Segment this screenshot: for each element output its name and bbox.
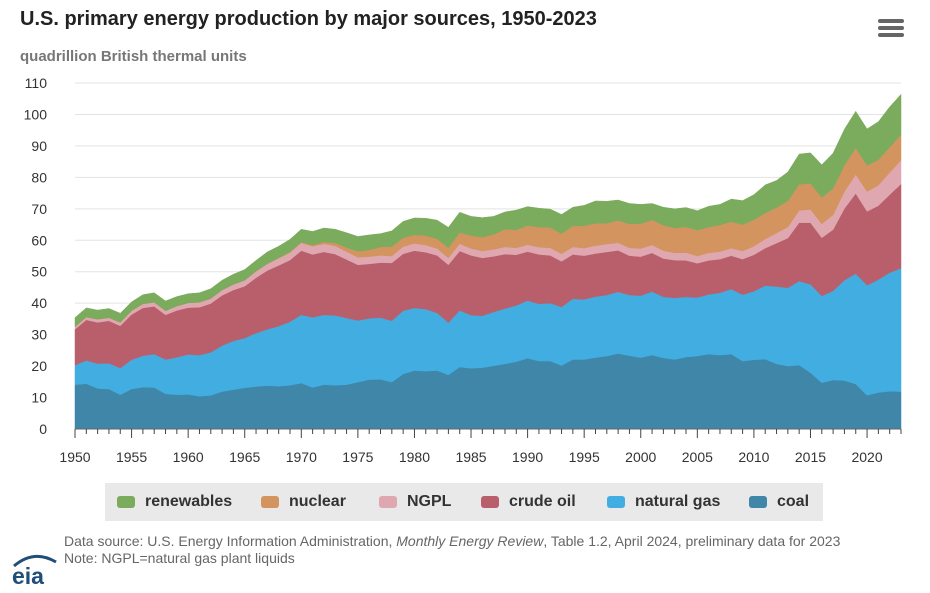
y-tick-label: 0 bbox=[39, 421, 47, 437]
y-tick-label: 80 bbox=[31, 169, 47, 185]
hamburger-menu-icon[interactable] bbox=[874, 16, 908, 44]
legend-item-crude-oil[interactable]: crude oil bbox=[481, 483, 576, 521]
legend-swatch-natural-gas bbox=[607, 496, 625, 508]
chart-footer: Data source: U.S. Energy Information Adm… bbox=[64, 533, 884, 567]
x-tick-label: 1990 bbox=[512, 449, 543, 465]
x-tick-label: 1950 bbox=[59, 449, 90, 465]
x-tick-label: 2010 bbox=[738, 449, 769, 465]
x-tick-label: 1975 bbox=[342, 449, 373, 465]
source-publication: Monthly Energy Review bbox=[396, 533, 544, 549]
legend-item-ngpl[interactable]: NGPL bbox=[379, 483, 451, 521]
legend-swatch-nuclear bbox=[261, 496, 279, 508]
legend-label: renewables bbox=[145, 493, 233, 510]
y-tick-label: 50 bbox=[31, 264, 47, 280]
stacked-area-chart: 0 10 20 30 40 50 60 70 80 90 100 110 1950 1955 1960 196… bbox=[24, 75, 902, 465]
logo-text: eia bbox=[12, 563, 44, 589]
legend-swatch-crude-oil bbox=[481, 496, 499, 508]
x-tick-label: 2020 bbox=[851, 449, 882, 465]
x-tick-label: 1955 bbox=[116, 449, 147, 465]
area-series-renewables bbox=[74, 93, 902, 328]
y-tick-label: 20 bbox=[31, 358, 47, 374]
x-tick-label: 1995 bbox=[569, 449, 600, 465]
legend-item-coal[interactable]: coal bbox=[749, 483, 809, 521]
legend-label: nuclear bbox=[289, 493, 346, 510]
x-tick-label: 2000 bbox=[625, 449, 656, 465]
legend-label: natural gas bbox=[635, 493, 721, 510]
y-tick-label: 70 bbox=[31, 201, 47, 217]
y-tick-label: 10 bbox=[31, 390, 47, 406]
chart-legend: renewables nuclear NGPL crude oil natura… bbox=[105, 483, 823, 521]
logo-arc-icon bbox=[13, 554, 57, 567]
data-source-note: Data source: U.S. Energy Information Adm… bbox=[64, 533, 884, 550]
x-tick-label: 1970 bbox=[286, 449, 317, 465]
x-tick-label: 1960 bbox=[173, 449, 204, 465]
x-tick-label: 2005 bbox=[682, 449, 713, 465]
chart-subtitle: quadrillion British thermal units bbox=[20, 48, 247, 65]
legend-item-nuclear[interactable]: nuclear bbox=[261, 483, 346, 521]
y-tick-label: 60 bbox=[31, 232, 47, 248]
legend-label: coal bbox=[777, 493, 810, 510]
x-tick-label: 1965 bbox=[229, 449, 260, 465]
abbreviation-note: Note: NGPL=natural gas plant liquids bbox=[64, 550, 295, 566]
legend-item-renewables[interactable]: renewables bbox=[117, 483, 232, 521]
legend-swatch-ngpl bbox=[379, 496, 397, 508]
legend-item-natural-gas[interactable]: natural gas bbox=[607, 483, 720, 521]
legend-swatch-coal bbox=[749, 496, 767, 508]
eia-logo[interactable]: eia bbox=[12, 553, 58, 589]
legend-swatch-renewables bbox=[117, 496, 135, 508]
source-text: Data source: U.S. Energy Information Adm… bbox=[64, 533, 397, 549]
legend-label: crude oil bbox=[509, 493, 576, 510]
legend-label: NGPL bbox=[407, 493, 452, 510]
y-tick-label: 110 bbox=[25, 75, 48, 91]
x-tick-label: 1985 bbox=[455, 449, 486, 465]
y-tick-label: 90 bbox=[31, 138, 47, 154]
y-tick-label: 100 bbox=[24, 106, 48, 122]
x-tick-label: 2015 bbox=[795, 449, 826, 465]
y-tick-label: 40 bbox=[31, 295, 47, 311]
y-tick-label: 30 bbox=[31, 327, 47, 343]
x-tick-label: 1980 bbox=[399, 449, 430, 465]
chart-title: U.S. primary energy production by major … bbox=[20, 8, 597, 30]
source-details: , Table 1.2, April 2024, preliminary dat… bbox=[543, 533, 841, 549]
